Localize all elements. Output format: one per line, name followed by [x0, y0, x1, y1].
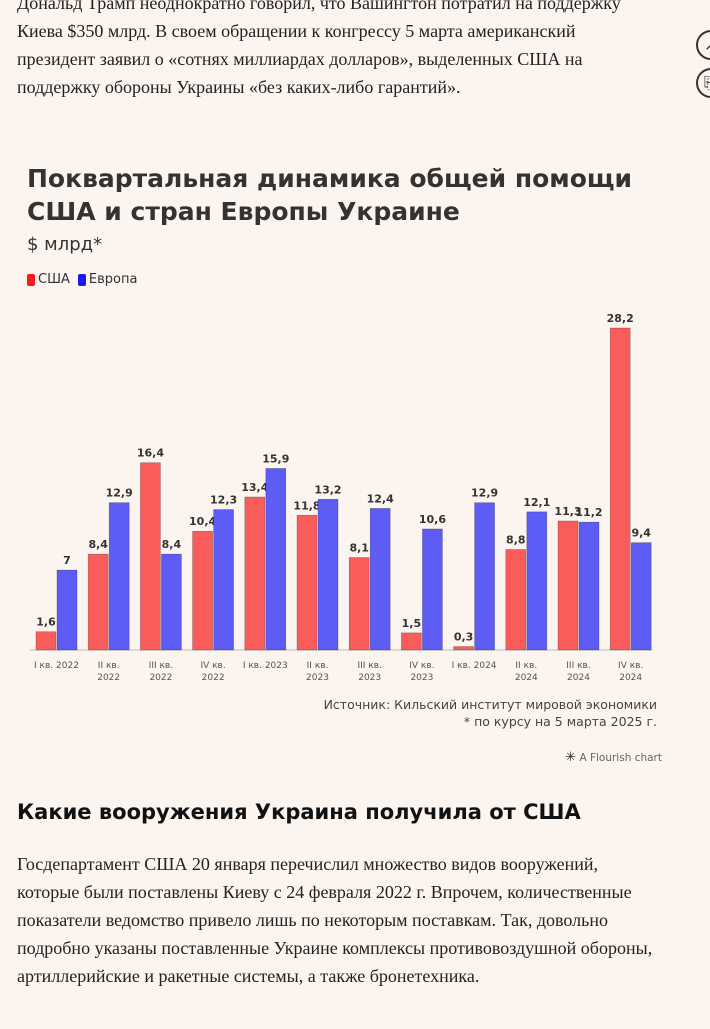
chart-source: Источник: Кильский институт мировой экон… [324, 696, 657, 730]
data-label-europe: 11,2 [575, 506, 602, 519]
bar-usa [348, 557, 370, 651]
x-tick-label: 2024 [567, 673, 590, 683]
data-label-usa: 28,2 [607, 312, 634, 325]
flourish-credit-label: A Flourish chart [579, 752, 662, 764]
x-tick-label: 2022 [97, 673, 120, 683]
intro-paragraph: Дональд Трамп неоднократно говорил, что … [17, 0, 621, 97]
bar-europe [526, 511, 548, 651]
legend-label-usa: США [38, 272, 70, 287]
copy-button[interactable]: ⎘ [696, 68, 710, 98]
flourish-star-icon: ✳ [565, 750, 577, 765]
legend-label-europe: Европа [88, 272, 138, 287]
data-label-usa: 1,5 [402, 617, 422, 630]
bar-europe [317, 498, 339, 651]
chart-title: Поквартальная динамика общей помощи США … [27, 164, 633, 226]
data-label-usa: 0,3 [454, 631, 474, 644]
x-tick-label: II кв. [515, 661, 537, 671]
x-tick-label: III кв. [566, 661, 590, 671]
x-tick-label: I кв. 2022 [34, 661, 79, 671]
bar-europe [161, 553, 182, 651]
bar-europe [422, 528, 443, 651]
bar-europe [213, 509, 234, 651]
data-label-europe: 12,1 [523, 496, 550, 509]
bar-usa [401, 632, 422, 651]
bar-usa [296, 514, 318, 651]
x-tick-label: 2023 [358, 673, 381, 683]
x-tick-label: III кв. [149, 661, 173, 671]
bar-europe [474, 502, 495, 651]
bar-usa [453, 646, 474, 651]
x-tick-label: I кв. 2023 [243, 661, 288, 671]
bar-europe [578, 521, 600, 651]
data-label-usa: 13,4 [241, 481, 268, 494]
bar-usa [505, 549, 527, 651]
legend-item-europe: Европа [77, 272, 138, 287]
legend-swatch-europe [77, 273, 86, 286]
bar-europe [630, 542, 652, 651]
x-tick-label: II кв. [307, 661, 329, 671]
x-tick-label: IV кв. [409, 661, 434, 671]
chart-subtitle: $ млрд* [27, 234, 103, 255]
data-label-europe: 10,6 [419, 513, 446, 526]
data-label-europe: 9,4 [631, 527, 651, 540]
bar-usa [192, 530, 213, 651]
bar-europe [369, 508, 391, 651]
data-label-usa: 8,8 [506, 534, 526, 547]
bar-usa [609, 327, 631, 651]
x-tick-label: IV кв. [200, 661, 225, 671]
data-label-usa: 8,1 [349, 542, 369, 555]
x-tick-label: II кв. [98, 661, 120, 671]
x-tick-label: IV кв. [618, 661, 643, 671]
bar-europe [265, 468, 287, 651]
bar-usa [140, 462, 161, 651]
data-label-europe: 8,4 [162, 538, 182, 551]
footnote-text: * по курсу на 5 марта 2025 г. [463, 714, 657, 729]
x-tick-label: 2024 [515, 673, 538, 683]
share-button[interactable]: ↗ [696, 30, 710, 60]
bar-usa [87, 553, 109, 651]
section-heading: Какие вооружения Украина получила от США [17, 800, 581, 824]
x-tick-label: I кв. 2024 [452, 661, 497, 671]
bar-chart-plot: 1,6 7 I кв. 2022 8,4 12,9 II кв. 2022 16,4 8,4 II… [30, 312, 652, 683]
bar-europe [56, 569, 78, 651]
source-text: Источник: Кильский институт мировой экон… [323, 697, 657, 712]
data-label-europe: 12,9 [471, 487, 498, 500]
outro-paragraph: Госдепартамент США 20 января перечислил … [17, 854, 653, 986]
x-tick-label: 2024 [619, 673, 642, 683]
bar-usa [35, 631, 57, 651]
data-label-europe: 7 [63, 554, 71, 567]
bar-usa [244, 496, 266, 651]
x-tick-label: 2023 [410, 673, 433, 683]
data-label-europe: 12,3 [210, 494, 237, 507]
data-label-usa: 11,8 [293, 499, 320, 512]
x-tick-label: 2023 [306, 673, 329, 683]
data-label-usa: 10,4 [189, 515, 216, 528]
bar-usa [557, 520, 579, 651]
x-tick-label: 2022 [149, 673, 172, 683]
copy-icon: ⎘ [704, 73, 710, 92]
data-label-usa: 8,4 [88, 538, 108, 551]
chart-legend: США Европа [27, 272, 137, 287]
flourish-credit[interactable]: ✳ A Flourish chart [565, 750, 662, 765]
x-tick-label: 2022 [202, 673, 225, 683]
x-tick-label: III кв. [357, 661, 381, 671]
share-icon: ↗ [704, 35, 710, 54]
data-label-usa: 11,3 [554, 505, 581, 518]
bar-europe [108, 502, 130, 651]
data-label-europe: 12,4 [367, 492, 394, 505]
data-label-usa: 1,6 [36, 616, 56, 629]
data-label-europe: 15,9 [262, 452, 289, 465]
legend-item-usa: США [27, 272, 70, 287]
data-label-europe: 13,2 [314, 483, 341, 496]
data-label-usa: 16,4 [137, 447, 164, 460]
data-label-europe: 12,9 [106, 487, 133, 500]
legend-swatch-usa [27, 273, 35, 286]
